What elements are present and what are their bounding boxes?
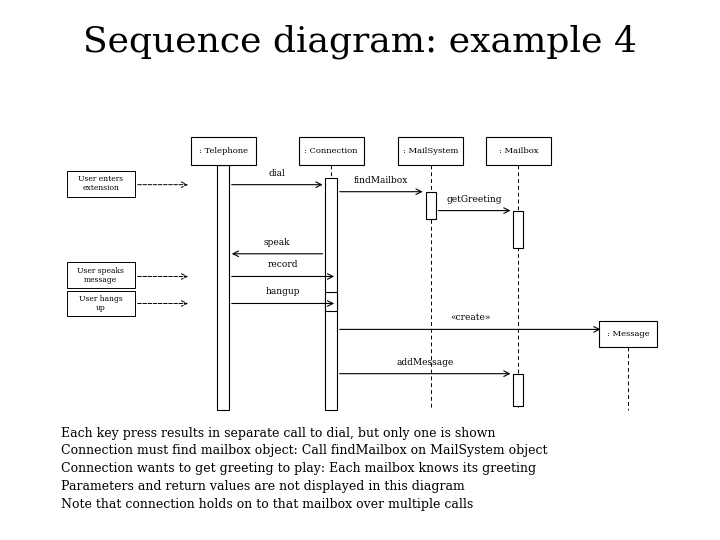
Text: User enters
extension: User enters extension	[78, 175, 123, 192]
Text: record: record	[268, 260, 298, 269]
Bar	[513, 374, 523, 406]
Text: speak: speak	[264, 238, 290, 247]
Text: Connection wants to get greeting to play: Each mailbox knows its greeting: Connection wants to get greeting to play…	[61, 462, 536, 475]
Bar	[426, 192, 436, 219]
Bar	[217, 165, 229, 410]
Text: User speaks
message: User speaks message	[77, 267, 125, 284]
Text: Note that connection holds on to that mailbox over multiple calls: Note that connection holds on to that ma…	[61, 498, 474, 511]
Text: Sequence diagram: example 4: Sequence diagram: example 4	[83, 24, 637, 59]
Text: : Message: : Message	[606, 330, 649, 338]
Bar	[191, 137, 256, 165]
Text: getGreeting: getGreeting	[446, 194, 503, 204]
Text: : MailSystem: : MailSystem	[403, 147, 458, 155]
Bar	[325, 292, 337, 311]
Text: Parameters and return values are not displayed in this diagram: Parameters and return values are not dis…	[61, 480, 465, 493]
Text: addMessage: addMessage	[397, 357, 454, 367]
Text: : Telephone: : Telephone	[199, 147, 248, 155]
Text: findMailbox: findMailbox	[354, 176, 408, 185]
Text: : Connection: : Connection	[305, 147, 358, 155]
Text: Each key press results in separate call to dial, but only one is shown: Each key press results in separate call …	[61, 427, 495, 440]
Text: hangup: hangup	[266, 287, 300, 296]
Text: «create»: «create»	[450, 313, 490, 322]
Text: User hangs
up: User hangs up	[79, 295, 122, 312]
Bar	[325, 178, 337, 410]
Bar	[513, 211, 523, 248]
Bar	[299, 137, 364, 165]
Bar	[398, 137, 463, 165]
Text: dial: dial	[269, 168, 286, 178]
Bar	[67, 291, 135, 316]
Text: : Mailbox: : Mailbox	[499, 147, 538, 155]
Bar	[67, 171, 135, 197]
Text: Connection must find mailbox object: Call findMailbox on MailSystem object: Connection must find mailbox object: Cal…	[61, 444, 548, 457]
Bar	[486, 137, 551, 165]
Bar	[67, 262, 135, 288]
Bar	[599, 321, 657, 347]
